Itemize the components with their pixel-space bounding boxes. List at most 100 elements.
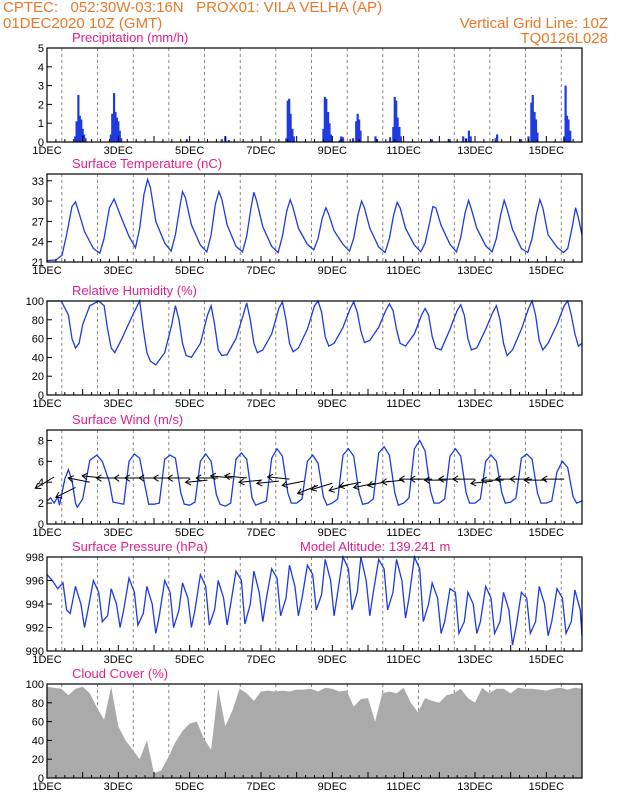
chart-humidity-ytick-label: 80	[32, 315, 44, 327]
chart-wind-vector-head	[509, 475, 516, 483]
chart-humidity-title: Relative Humidity (%)	[72, 283, 197, 298]
chart-wind-vector-head	[480, 476, 487, 484]
chart-precipitation-bar	[392, 126, 395, 142]
chart-wind-vector-head	[310, 484, 318, 492]
chart-pressure-line	[46, 554, 583, 646]
chart-temperature-ytick-label: 24	[32, 237, 44, 249]
chart-precipitation-ytick-label: 5	[38, 43, 44, 55]
chart-temperature-ytick-label: 33	[32, 176, 44, 188]
chart-pressure-xtick-label: 5DEC	[175, 654, 204, 666]
chart-wind-vector-head	[152, 474, 159, 482]
chart-wind-ytick-label: 8	[38, 435, 44, 447]
station-header: CPTEC: 052:30W-03:16N PROX01: VILA VELHA…	[3, 0, 383, 16]
chart-wind-vector	[224, 475, 247, 479]
chart-precipitation-ytick-label: 0	[38, 137, 44, 149]
chart-humidity-xtick-label: 15DEC	[529, 398, 565, 410]
chart-wind-vector	[311, 482, 333, 491]
chart-wind-vector-head	[469, 479, 477, 487]
chart-precipitation-bar	[118, 130, 121, 142]
chart-cloud-cover-xtick-label: 13DEC	[457, 781, 493, 793]
chart-pressure-xtick-label: 9DEC	[318, 654, 347, 666]
chart-precipitation-bar	[109, 134, 112, 142]
chart-precipitation-bar	[288, 98, 291, 142]
chart-humidity-xtick-label: 3DEC	[104, 398, 133, 410]
chart-precipitation-title: Precipitation (mm/h)	[72, 30, 188, 45]
chart-wind-vector-head	[494, 475, 502, 483]
chart-humidity-ytick-label: 100	[26, 296, 44, 308]
chart-precipitation-bar	[292, 136, 295, 142]
chart-wind-line	[46, 439, 583, 509]
chart-wind-vector	[353, 482, 376, 489]
chart-wind-vector	[239, 479, 262, 483]
chart-precipitation-bar	[185, 139, 188, 142]
chart-precipitation-bar	[534, 119, 538, 142]
chart-precipitation-bar	[341, 137, 345, 142]
chart-precipitation-bar	[389, 137, 392, 142]
chart-precipitation-bar	[374, 136, 377, 142]
chart-precipitation-ytick-label: 3	[38, 81, 44, 93]
chart-wind-vector	[210, 475, 233, 479]
chart-wind-vector	[381, 479, 404, 483]
chart-humidity-xtick-label: 11DEC	[386, 398, 421, 410]
chart-pressure-xtick-label: 15DEC	[529, 654, 565, 666]
chart-precipitation-bar	[564, 85, 567, 142]
chart-precipitation-bar	[323, 96, 326, 142]
chart-wind-vector-head	[437, 475, 445, 483]
chart-precipitation-bar	[328, 123, 331, 142]
chart-cloud-cover-ytick-label: 80	[32, 698, 44, 710]
chart-temperature-xtick-label: 1DEC	[32, 265, 61, 277]
chart-precipitation-bar	[469, 136, 472, 142]
chart-cloud-cover-ytick-label: 60	[32, 717, 44, 729]
chart-pressure-xtick-label: 1DEC	[32, 654, 61, 666]
chart-precipitation-bar	[80, 119, 83, 142]
chart-precipitation-bar	[329, 134, 333, 142]
chart-precipitation-bar	[396, 117, 399, 142]
chart-precipitation-bar	[467, 130, 471, 142]
chart-wind-vector-head	[223, 472, 231, 480]
chart-wind-vector-head	[95, 474, 102, 482]
chart-precipitation-bar	[338, 140, 341, 142]
chart-cloud-cover-xtick-label: 3DEC	[104, 781, 133, 793]
chart-precipitation-bar	[462, 136, 465, 142]
chart-humidity-ytick-label: 0	[38, 390, 44, 402]
chart-pressure-xtick-label: 3DEC	[104, 654, 133, 666]
chart-precipitation-bar	[82, 134, 86, 142]
chart-pressure-ytick-label: 996	[26, 576, 44, 588]
chart-temperature-ytick-label: 30	[32, 196, 44, 208]
chart-precipitation-xtick-label: 15DEC	[529, 145, 565, 157]
chart-wind-xtick-label: 3DEC	[104, 527, 133, 539]
chart-wind-vector	[35, 476, 55, 489]
chart-temperature-xtick-label: 15DEC	[529, 265, 565, 277]
chart-precipitation-bar	[115, 117, 119, 142]
chart-cloud-cover-title: Cloud Cover (%)	[72, 666, 168, 681]
chart-precipitation-bar	[496, 134, 499, 142]
chart-wind-ytick-label: 2	[38, 498, 44, 510]
chart-temperature-xtick-label: 7DEC	[246, 265, 275, 277]
chart-precipitation-bar	[357, 119, 361, 142]
chart-pressure-ytick-label: 990	[26, 646, 44, 658]
chart-pressure-xtick-label: 11DEC	[386, 654, 421, 666]
chart-precipitation-bar	[356, 113, 359, 142]
run-date: 01DEC2020 10Z (GMT)	[3, 15, 163, 32]
chart-humidity-xtick-label: 5DEC	[175, 398, 204, 410]
chart-humidity-line	[47, 298, 583, 366]
chart-precipitation-bar	[355, 121, 358, 142]
chart-wind-vector-head	[255, 479, 263, 487]
chart-precipitation-bar	[227, 140, 230, 142]
chart-humidity-ytick-label: 20	[32, 371, 44, 383]
chart-precipitation-bar	[565, 115, 569, 142]
chart-wind-ytick-label: 4	[38, 477, 44, 489]
chart-wind-vector	[282, 480, 304, 486]
chart-precipitation-bar	[81, 128, 84, 142]
chart-wind-xtick-label: 11DEC	[386, 527, 421, 539]
chart-temperature-xtick-label: 9DEC	[318, 265, 347, 277]
chart-precipitation-bar	[75, 121, 78, 142]
chart-precipitation-bar	[111, 113, 114, 142]
chart-wind-vector-head	[184, 478, 192, 486]
chart-wind-vector	[68, 477, 90, 483]
chart-wind-vector-head	[380, 478, 388, 486]
chart-wind-vector-head	[238, 478, 245, 486]
chart-wind-vector-head	[195, 474, 202, 482]
chart-wind-vector	[470, 480, 493, 484]
chart-humidity-xtick-label: 13DEC	[457, 398, 493, 410]
